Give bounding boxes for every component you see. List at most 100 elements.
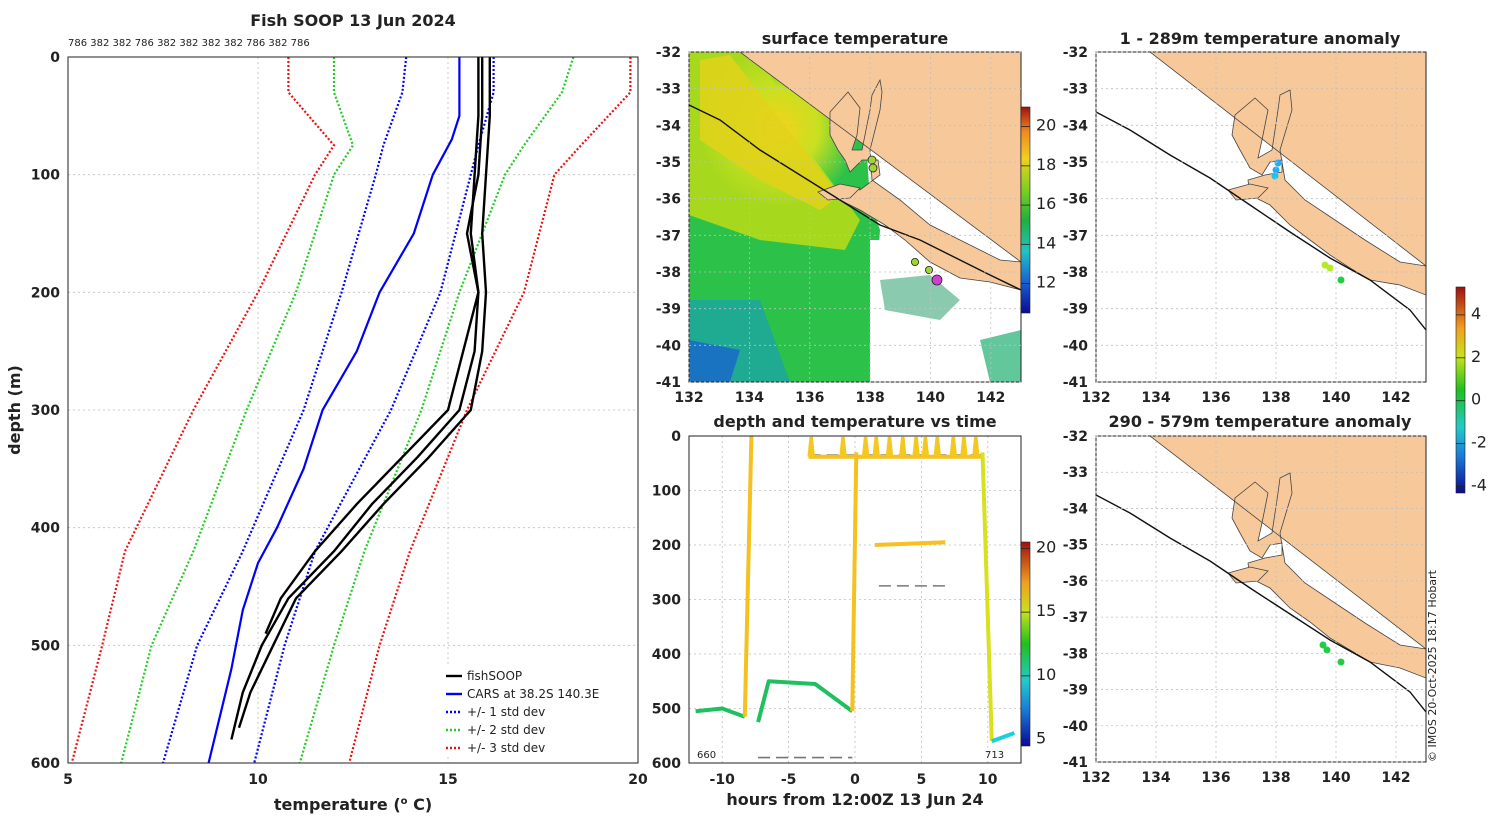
colorbar-tick: -4 — [1471, 476, 1487, 495]
profile-xtick: 15 — [438, 772, 457, 788]
anom-upper-points — [1271, 159, 1345, 284]
profile-line--1-std — [161, 56, 408, 764]
dt-track-segment — [980, 452, 994, 742]
dt-xtick: 0 — [850, 772, 860, 788]
map-ytick: -33 — [1063, 82, 1088, 98]
dt-colorbar-ticks: 5 10 15 20 — [1021, 537, 1056, 748]
map-xtick: 132 — [1081, 770, 1110, 786]
profile-xtick: 5 — [63, 772, 73, 788]
map-ytick: -35 — [656, 155, 681, 171]
map-ytick: -38 — [1063, 265, 1088, 281]
profile-ytick: 100 — [31, 168, 60, 184]
sst-colorbar — [1020, 106, 1031, 314]
legend-label: CARS at 38.2S 140.3E — [467, 687, 599, 701]
map-ytick: -36 — [1063, 574, 1088, 590]
anom-upper-panel: 1 - 289m temperature anomaly 132 134 136 13… — [1063, 29, 1427, 406]
map-xtick: 134 — [1141, 770, 1170, 786]
profile-line--2-std — [120, 57, 355, 764]
anom-colorbar — [1455, 286, 1466, 494]
map-xtick: 138 — [1261, 770, 1290, 786]
dt-surface-dip — [839, 436, 847, 457]
map-ytick: -32 — [1063, 45, 1088, 61]
anom-lower-panel: 290 - 579m temperature anomaly 132 134 136… — [1063, 412, 1427, 786]
dt-ytick: 200 — [652, 538, 681, 554]
anom-upper-ticks: 132 134 136 138 140 142 -32 -33 -34 -35 -36 -37 -38 -… — [1063, 45, 1426, 406]
colorbar-tick: 12 — [1036, 273, 1056, 292]
profile-ytick: 200 — [31, 285, 60, 301]
map-ytick: -37 — [1063, 610, 1088, 626]
dt-xtick: -10 — [710, 772, 736, 788]
profile-ytick: 0 — [50, 50, 60, 66]
dt-ytick: 300 — [652, 593, 681, 609]
dt-surface-dip — [921, 436, 930, 457]
map-xtick: 138 — [1261, 390, 1290, 406]
dt-track-segment — [991, 731, 1016, 744]
dt-surface-dip — [912, 436, 920, 457]
dt-track-segment — [874, 540, 946, 547]
map-xtick: 138 — [855, 390, 884, 406]
profile-line--2-std — [298, 56, 575, 764]
map-xtick: 134 — [1141, 390, 1170, 406]
dt-ytick: 500 — [652, 702, 681, 718]
map-xtick: 142 — [1381, 770, 1410, 786]
dt-surface-dip — [933, 436, 942, 457]
dt-surface-dip — [872, 436, 880, 457]
colorbar-tick: 10 — [1036, 665, 1056, 684]
profile-ytick: 500 — [31, 638, 60, 654]
anomaly-colorbar: 4 2 0 -2 -4 — [1455, 286, 1487, 495]
map-ytick: -40 — [656, 338, 682, 354]
anom-colorbar-ticks: 4 2 0 -2 -4 — [1456, 304, 1487, 495]
dt-surface-dip — [960, 436, 968, 457]
map-ytick: -41 — [1063, 375, 1088, 391]
map-xtick: 140 — [916, 390, 945, 406]
profile-ytick: 300 — [31, 403, 60, 419]
map-ytick: -32 — [1063, 429, 1088, 445]
dt-surface-dip — [972, 436, 980, 457]
depth-time-xlabel: hours from 12:00Z 13 Jun 24 — [726, 790, 983, 809]
profile-line--1-std — [253, 57, 495, 764]
map-ytick: -36 — [656, 192, 681, 208]
dt-xtick: 10 — [978, 772, 998, 788]
profile-legend: fishSOOP CARS at 38.2S 140.3E +/- 1 std de… — [440, 664, 630, 756]
dt-start-label: 660 — [697, 750, 716, 761]
anom-upper-title: 1 - 289m temperature anomaly — [1120, 29, 1401, 48]
profile-xtick: 20 — [628, 772, 648, 788]
map-xtick: 136 — [1201, 770, 1230, 786]
xlabel-celsius: C) — [408, 795, 433, 814]
profile-line-fishsoop-a — [230, 57, 480, 740]
profile-xlabel: temperature (o C) — [274, 795, 432, 814]
profile-grid — [68, 57, 638, 763]
xlabel-temperature-text: temperature ( — [274, 795, 401, 814]
profile-xtick: 10 — [248, 772, 268, 788]
dt-track-segment — [695, 706, 746, 719]
map-xtick: 142 — [976, 390, 1005, 406]
map-ytick: -38 — [656, 265, 681, 281]
map-ytick: -35 — [1063, 538, 1088, 554]
profile-line--3-std — [348, 57, 632, 764]
map-ytick: -41 — [656, 375, 681, 391]
map-ytick: -39 — [1063, 683, 1088, 699]
sst-colorbar-ticks: 12 14 16 18 20 — [1021, 116, 1056, 292]
anom-lower-title: 290 - 579m temperature anomaly — [1109, 412, 1412, 431]
map-ytick: -40 — [1063, 338, 1089, 354]
cast-ids: 786 382 382 786 382 382 382 382 786 382 … — [68, 38, 310, 49]
map-ytick: -34 — [1063, 118, 1089, 134]
dt-ytick: 0 — [671, 429, 681, 445]
dt-xtick: 5 — [917, 772, 927, 788]
map-xtick: 136 — [795, 390, 824, 406]
sst-title: surface temperature — [762, 29, 949, 48]
legend-label: +/- 2 std dev — [467, 723, 545, 737]
profile-line-fishsoop-b — [237, 57, 491, 729]
map-ytick: -40 — [1063, 719, 1089, 735]
profile-ytick: 400 — [31, 521, 60, 537]
map-ytick: -38 — [1063, 646, 1088, 662]
colorbar-tick: 5 — [1036, 729, 1046, 748]
profile-panel: Fish SOOP 13 Jun 2024 786 382 382 786 38… — [5, 11, 648, 814]
map-xtick: 132 — [674, 390, 703, 406]
map-xtick: 136 — [1201, 390, 1230, 406]
dt-colorbar — [1020, 541, 1031, 747]
dt-surface-dip — [899, 436, 907, 457]
profile-axes-box — [67, 56, 639, 764]
